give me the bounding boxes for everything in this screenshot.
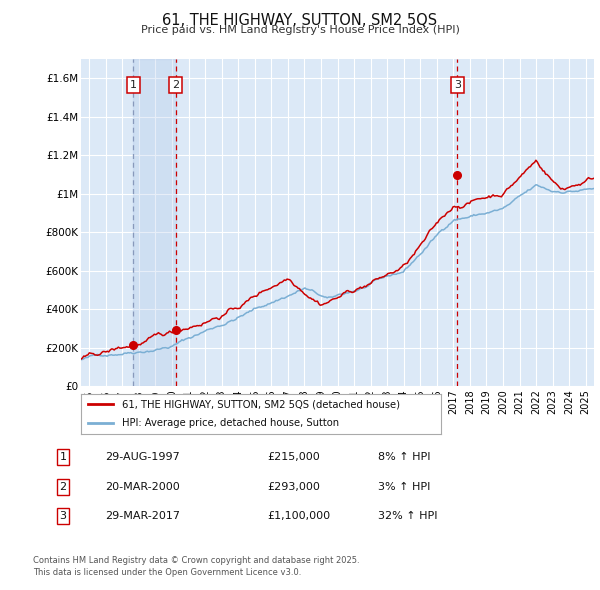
Text: HPI: Average price, detached house, Sutton: HPI: Average price, detached house, Sutt… [122, 418, 340, 428]
Text: £1,100,000: £1,100,000 [267, 512, 330, 521]
Text: 20-MAR-2000: 20-MAR-2000 [105, 482, 180, 491]
Text: 29-MAR-2017: 29-MAR-2017 [105, 512, 180, 521]
Text: 61, THE HIGHWAY, SUTTON, SM2 5QS (detached house): 61, THE HIGHWAY, SUTTON, SM2 5QS (detach… [122, 399, 400, 409]
Text: 3: 3 [59, 512, 67, 521]
Bar [133, 59, 176, 386]
Text: 3% ↑ HPI: 3% ↑ HPI [378, 482, 430, 491]
Text: 2: 2 [59, 482, 67, 491]
Text: Price paid vs. HM Land Registry's House Price Index (HPI): Price paid vs. HM Land Registry's House … [140, 25, 460, 35]
Text: 29-AUG-1997: 29-AUG-1997 [105, 453, 180, 462]
Text: 8% ↑ HPI: 8% ↑ HPI [378, 453, 431, 462]
Text: 1: 1 [130, 80, 137, 90]
Text: 2: 2 [172, 80, 179, 90]
Text: £215,000: £215,000 [267, 453, 320, 462]
Text: 3: 3 [454, 80, 461, 90]
Text: 1: 1 [59, 453, 67, 462]
Text: £293,000: £293,000 [267, 482, 320, 491]
Text: Contains HM Land Registry data © Crown copyright and database right 2025.
This d: Contains HM Land Registry data © Crown c… [33, 556, 359, 577]
Text: 32% ↑ HPI: 32% ↑ HPI [378, 512, 437, 521]
Text: 61, THE HIGHWAY, SUTTON, SM2 5QS: 61, THE HIGHWAY, SUTTON, SM2 5QS [163, 13, 437, 28]
